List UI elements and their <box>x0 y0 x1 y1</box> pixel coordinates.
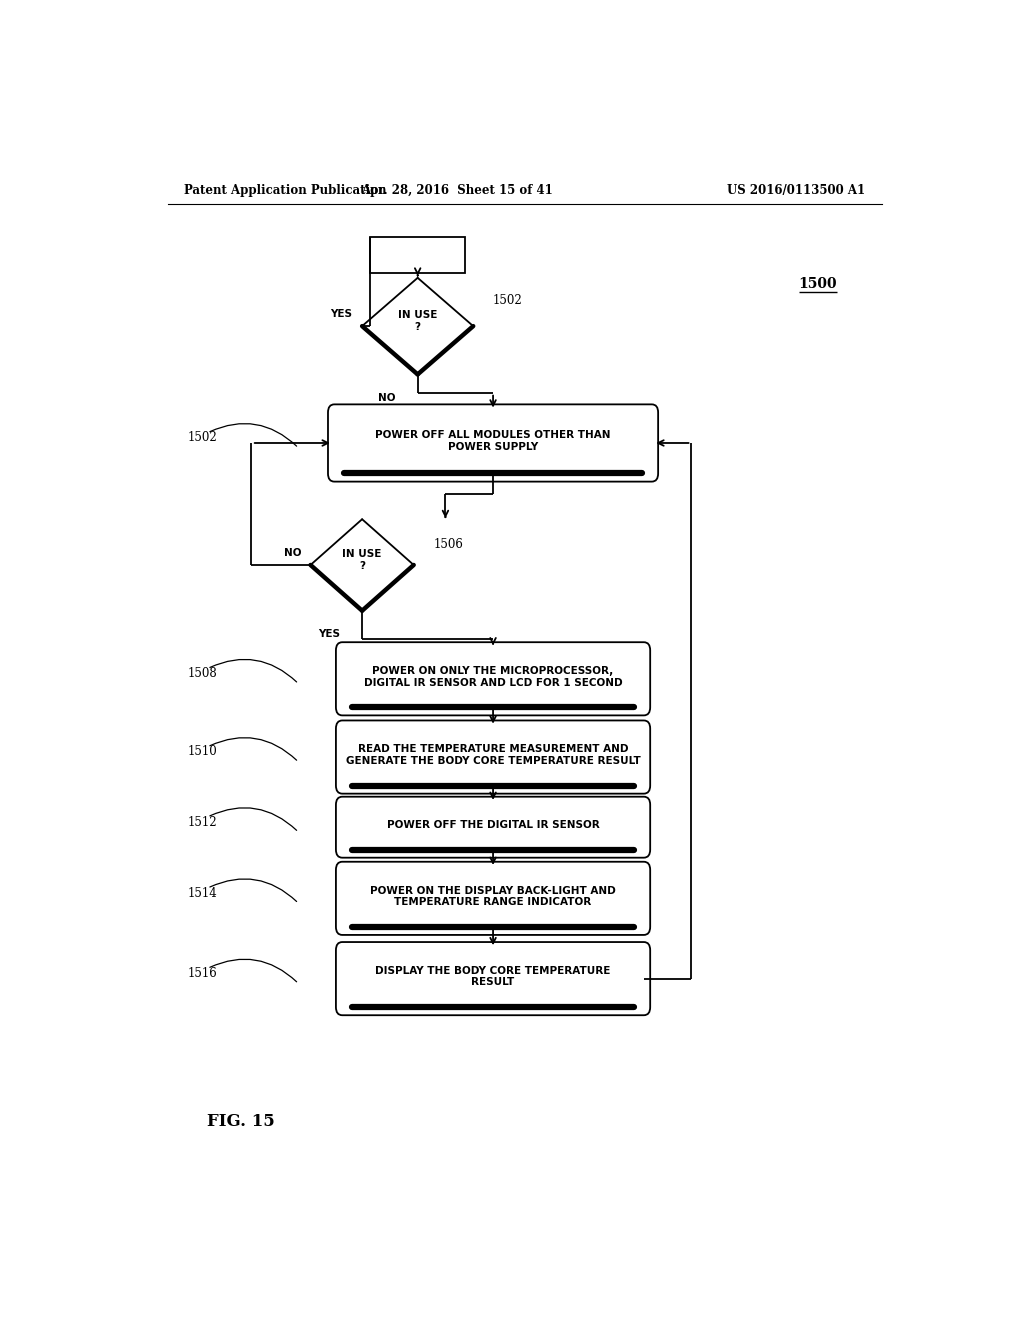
Text: POWER ON THE DISPLAY BACK-LIGHT AND
TEMPERATURE RANGE INDICATOR: POWER ON THE DISPLAY BACK-LIGHT AND TEMP… <box>371 886 615 907</box>
Text: POWER ON ONLY THE MICROPROCESSOR,
DIGITAL IR SENSOR AND LCD FOR 1 SECOND: POWER ON ONLY THE MICROPROCESSOR, DIGITA… <box>364 667 623 688</box>
FancyBboxPatch shape <box>336 797 650 858</box>
Bar <box>370 238 465 273</box>
Text: NO: NO <box>284 548 301 558</box>
Text: READ THE TEMPERATURE MEASUREMENT AND
GENERATE THE BODY CORE TEMPERATURE RESULT: READ THE TEMPERATURE MEASUREMENT AND GEN… <box>346 744 640 766</box>
Text: 1508: 1508 <box>187 667 217 680</box>
FancyBboxPatch shape <box>336 862 650 935</box>
Text: 1516: 1516 <box>187 968 217 979</box>
Text: YES: YES <box>318 630 340 639</box>
Text: US 2016/0113500 A1: US 2016/0113500 A1 <box>727 185 865 198</box>
FancyBboxPatch shape <box>336 643 650 715</box>
Text: POWER OFF ALL MODULES OTHER THAN
POWER SUPPLY: POWER OFF ALL MODULES OTHER THAN POWER S… <box>376 430 610 451</box>
FancyBboxPatch shape <box>336 942 650 1015</box>
Text: 1512: 1512 <box>187 816 217 829</box>
Text: 1514: 1514 <box>187 887 217 900</box>
Text: YES: YES <box>331 309 352 319</box>
Text: IN USE
?: IN USE ? <box>398 310 437 331</box>
Text: Apr. 28, 2016  Sheet 15 of 41: Apr. 28, 2016 Sheet 15 of 41 <box>361 185 553 198</box>
Text: 1502: 1502 <box>494 294 523 308</box>
Text: FIG. 15: FIG. 15 <box>207 1114 275 1130</box>
Text: NO: NO <box>378 392 395 403</box>
Text: 1506: 1506 <box>433 539 464 552</box>
Text: Patent Application Publication: Patent Application Publication <box>183 185 386 198</box>
Text: 1500: 1500 <box>799 277 838 292</box>
Text: 1510: 1510 <box>187 746 217 759</box>
Text: 1502: 1502 <box>187 432 217 445</box>
Text: IN USE
?: IN USE ? <box>342 549 382 570</box>
Text: DISPLAY THE BODY CORE TEMPERATURE
RESULT: DISPLAY THE BODY CORE TEMPERATURE RESULT <box>376 966 610 987</box>
Text: POWER OFF THE DIGITAL IR SENSOR: POWER OFF THE DIGITAL IR SENSOR <box>387 820 599 830</box>
FancyBboxPatch shape <box>336 721 650 793</box>
FancyBboxPatch shape <box>328 404 658 482</box>
